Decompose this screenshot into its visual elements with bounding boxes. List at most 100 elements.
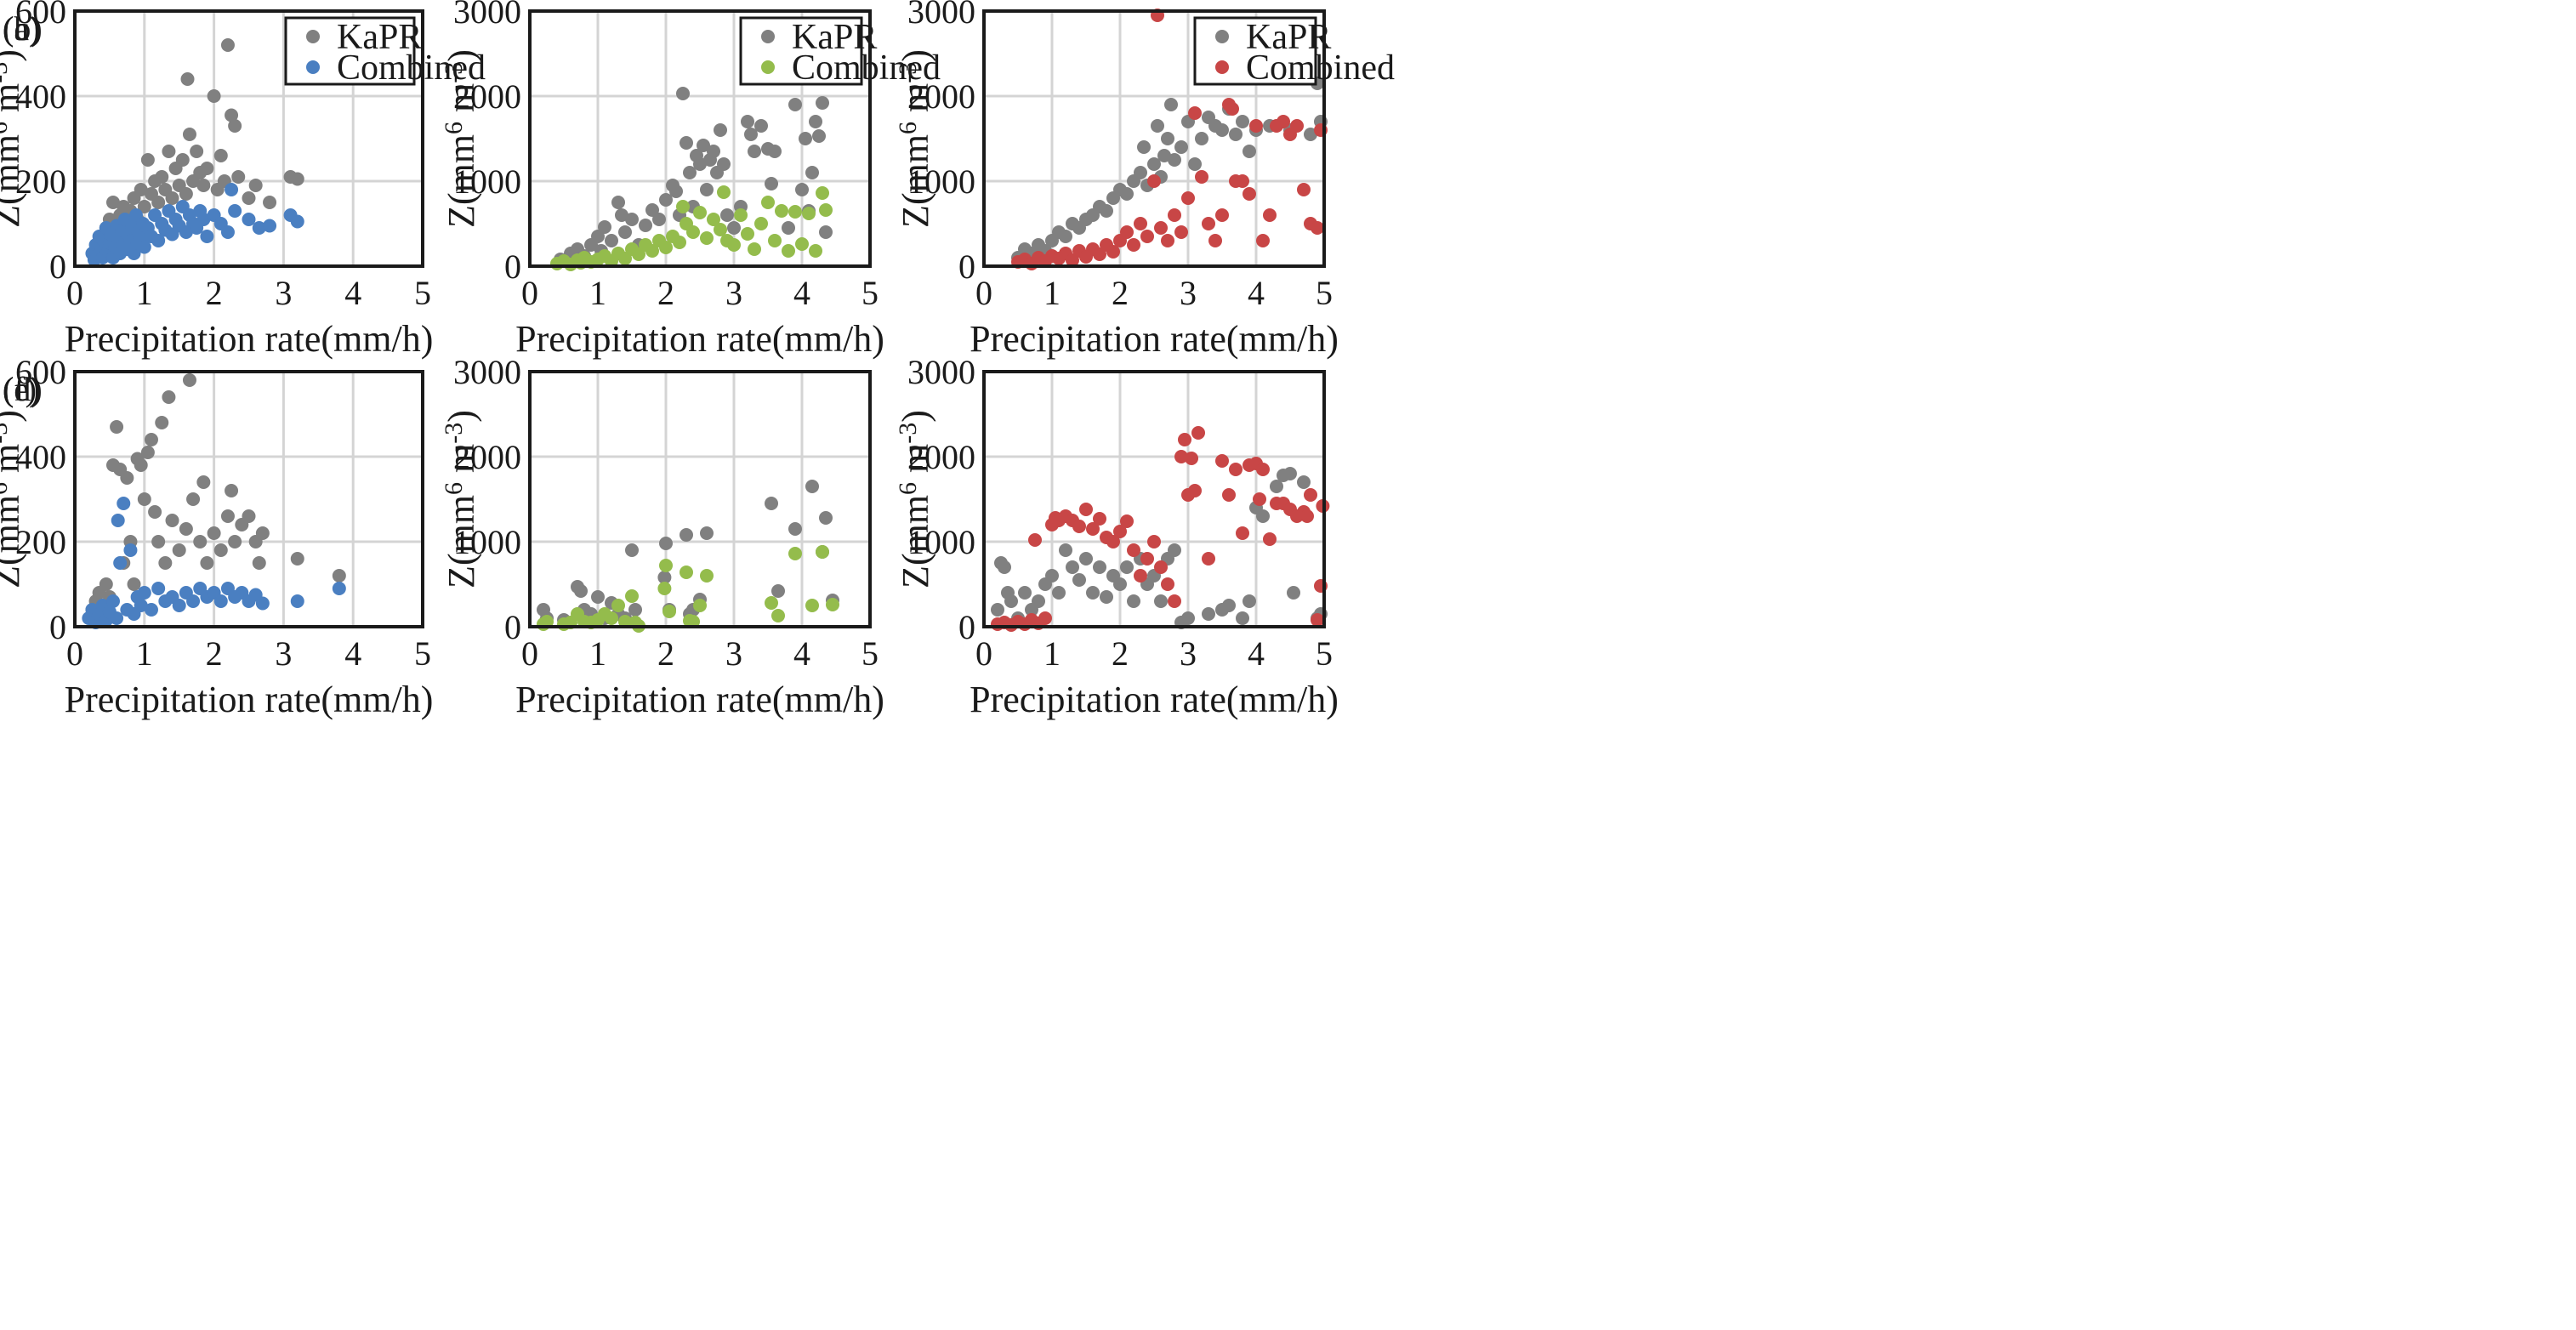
y-axis-label-part: m [895, 444, 936, 482]
x-tick-label: 5 [1316, 634, 1333, 673]
x-tick-label: 0 [521, 274, 538, 312]
y-tick-label: 600 [15, 353, 66, 391]
y-axis-label: Z(mm6 m-3) [0, 49, 27, 228]
data-point-combined [1161, 234, 1174, 247]
data-point-kapr [1100, 204, 1113, 218]
x-tick-label: 4 [793, 634, 810, 673]
x-tick-label: 2 [1112, 634, 1129, 673]
data-point-kapr [795, 183, 809, 196]
x-tick-label: 5 [414, 274, 431, 312]
series-kapr [85, 373, 346, 617]
y-axis-label-part: -3 [0, 423, 13, 444]
data-point-combined [1215, 454, 1229, 468]
x-tick-label: 1 [589, 634, 606, 673]
data-point-kapr [1079, 552, 1093, 566]
y-tick-label: 1000 [453, 523, 521, 561]
y-axis-label-part: -3 [440, 62, 468, 83]
plot-frame [982, 9, 1326, 268]
data-point-kapr [591, 590, 605, 604]
y-tick-label: 2000 [907, 77, 975, 116]
x-tick-label: 4 [1248, 634, 1265, 673]
data-point-combined [748, 242, 761, 256]
y-tick-label: 3000 [907, 0, 975, 31]
data-point-combined [1113, 525, 1127, 538]
data-point-combined [645, 244, 659, 258]
legend-label-kapr: KaPR [792, 18, 877, 57]
y-tick-label: 3000 [453, 0, 521, 31]
data-point-kapr [213, 543, 228, 557]
y-tick-label: 600 [15, 0, 66, 31]
legend-label-combined: Combined [1246, 48, 1395, 88]
data-point-combined [1236, 526, 1249, 540]
data-point-kapr [744, 128, 758, 141]
y-axis-label-part: m [0, 444, 27, 482]
data-point-combined [220, 225, 235, 239]
data-point-kapr [697, 139, 710, 152]
data-point-combined [137, 586, 151, 600]
x-tick-label: 0 [975, 274, 992, 312]
data-point-kapr [1195, 132, 1208, 145]
data-point-kapr [669, 185, 683, 198]
data-point-combined [255, 596, 270, 611]
panel-label: (a) [3, 9, 40, 48]
x-tick-label: 3 [725, 274, 742, 312]
data-point-kapr [332, 569, 346, 583]
data-point-combined [686, 225, 700, 239]
data-point-combined [819, 203, 833, 217]
data-point-kapr [809, 115, 822, 128]
data-point-combined [290, 214, 304, 229]
data-point-combined [1222, 488, 1236, 502]
plot-frame [982, 370, 1326, 628]
data-point-kapr [207, 89, 221, 103]
data-point-kapr [1137, 140, 1151, 154]
data-point-combined [1134, 217, 1147, 230]
plot-frame [73, 9, 424, 268]
data-point-kapr [700, 183, 714, 196]
data-point-kapr [771, 584, 785, 598]
data-point-kapr [1236, 115, 1249, 128]
data-point-combined [693, 599, 707, 612]
x-tick-label: 1 [1043, 634, 1061, 673]
data-point-kapr [707, 145, 720, 158]
data-point-combined [1154, 560, 1168, 574]
data-point-combined [805, 599, 819, 612]
data-point-kapr [652, 213, 666, 226]
data-point-kapr [231, 170, 246, 184]
data-point-kapr [140, 153, 155, 167]
data-point-combined [1168, 208, 1181, 222]
series-combined [82, 497, 346, 629]
data-point-kapr [155, 416, 169, 429]
data-point-combined [802, 207, 816, 220]
data-point-kapr [598, 220, 611, 234]
y-axis-label-part: -3 [894, 423, 922, 444]
y-axis-label-part: m [441, 444, 482, 482]
data-point-kapr [165, 191, 179, 205]
x-tick-label: 2 [206, 274, 223, 312]
x-tick-label: 1 [589, 274, 606, 312]
data-point-combined [1066, 253, 1079, 267]
data-point-combined [263, 219, 277, 233]
data-point-kapr [683, 166, 697, 179]
data-point-combined [110, 611, 124, 625]
series-combined [85, 183, 304, 267]
data-point-combined [714, 223, 727, 236]
data-point-kapr [1045, 569, 1059, 583]
data-point-combined [228, 204, 242, 218]
x-tick-label: 1 [136, 634, 153, 673]
y-axis-label-part: Z(mm [441, 495, 482, 588]
panel-label: (f) [3, 370, 37, 408]
data-point-kapr [220, 38, 235, 52]
data-point-kapr [1236, 611, 1249, 625]
data-point-kapr [659, 537, 673, 550]
x-axis-label: Precipitation rate(mm/h) [970, 679, 1339, 720]
data-point-combined [734, 208, 748, 222]
data-point-kapr [1161, 132, 1174, 145]
data-point-kapr [137, 200, 151, 213]
data-point-combined [1147, 174, 1161, 188]
x-tick-label: 3 [1180, 634, 1197, 673]
data-point-kapr [1127, 594, 1140, 608]
